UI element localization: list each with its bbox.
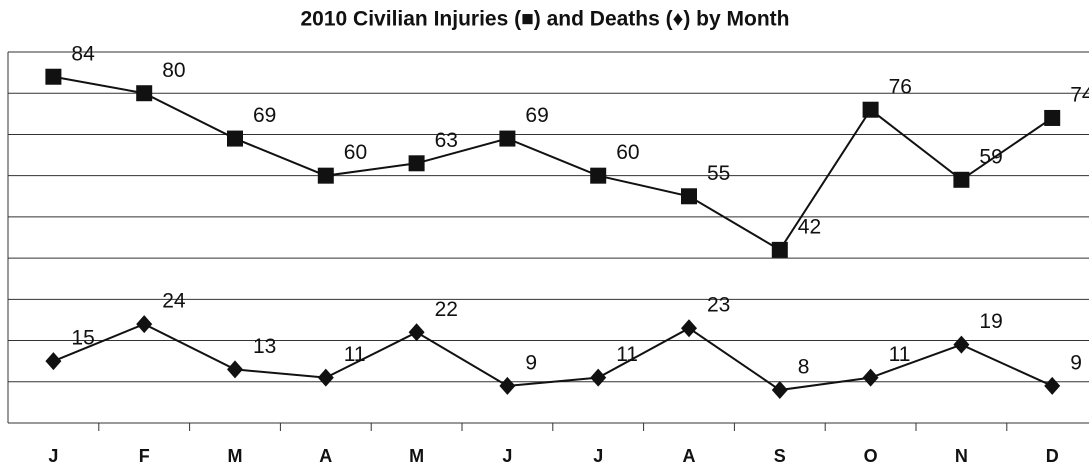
marker xyxy=(953,171,970,188)
marker xyxy=(862,368,879,387)
data-label: 13 xyxy=(253,335,276,358)
marker xyxy=(953,335,970,354)
marker xyxy=(136,315,153,334)
marker xyxy=(499,376,516,395)
x-tick-label: D xyxy=(1046,446,1059,466)
series-line xyxy=(53,322,1053,392)
x-tick-label: A xyxy=(319,446,332,466)
data-label: 19 xyxy=(979,310,1002,333)
x-tick-label: J xyxy=(502,446,512,466)
marker xyxy=(317,368,334,387)
marker xyxy=(227,130,243,147)
data-label: 9 xyxy=(525,351,537,374)
marker xyxy=(408,323,425,342)
marker xyxy=(45,68,62,85)
data-label: 76 xyxy=(889,75,912,98)
marker xyxy=(317,167,334,184)
data-label: 63 xyxy=(435,129,458,152)
data-label: 22 xyxy=(435,298,458,321)
data-label: 69 xyxy=(253,104,276,127)
marker xyxy=(1044,109,1061,126)
data-label: 60 xyxy=(616,141,639,164)
marker xyxy=(771,381,788,400)
x-tick-label: M xyxy=(228,446,243,466)
marker xyxy=(590,368,607,387)
chart-title: 2010 Civilian Injuries (■) and Deaths (♦… xyxy=(301,8,790,31)
x-tick-label: S xyxy=(774,446,786,466)
marker xyxy=(408,155,425,172)
data-label: 11 xyxy=(344,343,366,366)
series-line xyxy=(53,75,1053,252)
x-tick-label: A xyxy=(683,446,696,466)
data-label: 60 xyxy=(344,141,367,164)
x-tick-label: J xyxy=(48,446,58,466)
data-label: 15 xyxy=(71,327,94,350)
data-label: 59 xyxy=(979,145,1002,168)
data-label: 24 xyxy=(162,290,186,313)
marker xyxy=(227,360,243,379)
marker xyxy=(681,188,697,205)
data-label: 11 xyxy=(889,343,911,366)
x-tick-label: J xyxy=(593,446,603,466)
data-label: 42 xyxy=(798,215,821,238)
data-label: 80 xyxy=(162,59,185,82)
marker xyxy=(771,241,788,258)
marker xyxy=(862,101,879,118)
marker xyxy=(590,167,607,184)
x-tick-label: M xyxy=(409,446,424,466)
data-label: 74 xyxy=(1070,84,1089,107)
data-label: 23 xyxy=(707,294,730,317)
data-label: 84 xyxy=(71,42,95,65)
marker xyxy=(499,130,516,147)
marker xyxy=(45,352,62,371)
x-tick-label: F xyxy=(139,446,150,466)
data-label: 11 xyxy=(616,343,638,366)
marker xyxy=(1044,376,1061,395)
data-label: 8 xyxy=(798,356,810,379)
marker xyxy=(681,319,697,338)
data-label: 55 xyxy=(707,162,730,185)
data-label: 9 xyxy=(1070,351,1082,374)
marker xyxy=(136,85,153,102)
x-tick-label: N xyxy=(955,446,968,466)
data-label: 69 xyxy=(525,104,548,127)
x-tick-label: O xyxy=(864,446,878,466)
